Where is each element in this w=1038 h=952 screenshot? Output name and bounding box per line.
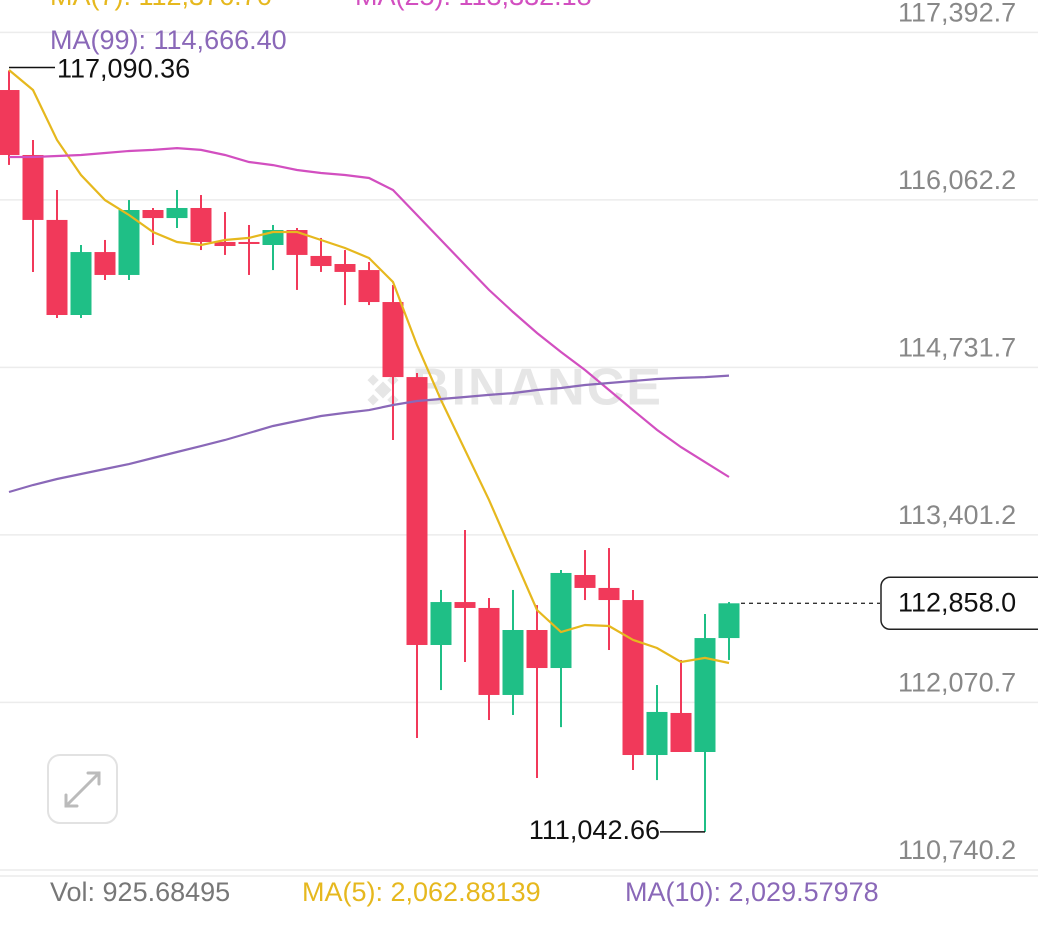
candle-body [598,587,620,601]
high-label: 117,090.36 [57,54,190,84]
candle-body [526,630,548,669]
candle-body [550,572,572,669]
candle-body [622,600,644,756]
candle-body [46,219,68,315]
legend-entry: MA(25): 113,332.18 [355,0,592,11]
candle-body [430,602,452,645]
decoration: BINANCE [0,359,1038,877]
y-tick-label: 112,070.7 [898,668,1016,698]
candle-body [22,154,44,220]
low-label: 111,042.66 [529,815,660,845]
volume-legend: Vol: 925.68495 [50,877,230,907]
candle-body [454,602,476,608]
watermark: BINANCE [412,359,663,417]
y-tick-label: 113,401.2 [898,500,1016,530]
legend-entry: MA(99): 114,666.40 [50,25,287,55]
candle-body [286,230,308,255]
candle-body [238,241,260,244]
candle-body [142,210,164,219]
candle-body [718,603,740,639]
candle-body [646,711,668,756]
y-tick-label: 114,731.7 [898,333,1016,363]
ma-line [8,374,730,494]
y-tick-label: 116,062.2 [898,165,1016,195]
y-tick-label: 110,740.2 [898,835,1016,865]
expand-button[interactable] [47,754,118,824]
candle-body [406,377,428,645]
candle-body [166,207,188,219]
candle-body [214,241,236,247]
y-tick-label: 117,392.7 [898,0,1016,28]
candle-body [382,302,404,378]
last-price-label: 112,858.0 [898,587,1016,617]
candle-body [694,638,716,752]
ma-line [9,146,730,478]
candle-body [310,255,332,267]
candle-body [670,712,692,752]
candle-body [118,210,140,275]
ma-line [8,69,730,665]
volume-legend: MA(5): 2,062.88139 [302,877,541,907]
legend-entry: MA(7): 112,376.76 [50,0,272,11]
volume-legend: MA(10): 2,029.57978 [625,877,879,907]
candle-body [574,574,596,588]
candle-body [94,252,116,275]
last-price-box [880,576,1038,631]
candle-body [0,90,20,155]
candle-body [478,607,500,695]
candle-body [190,207,212,242]
candle-body [70,252,92,315]
candle-body [358,270,380,303]
candle-body [334,264,356,272]
candle-body [502,630,524,695]
